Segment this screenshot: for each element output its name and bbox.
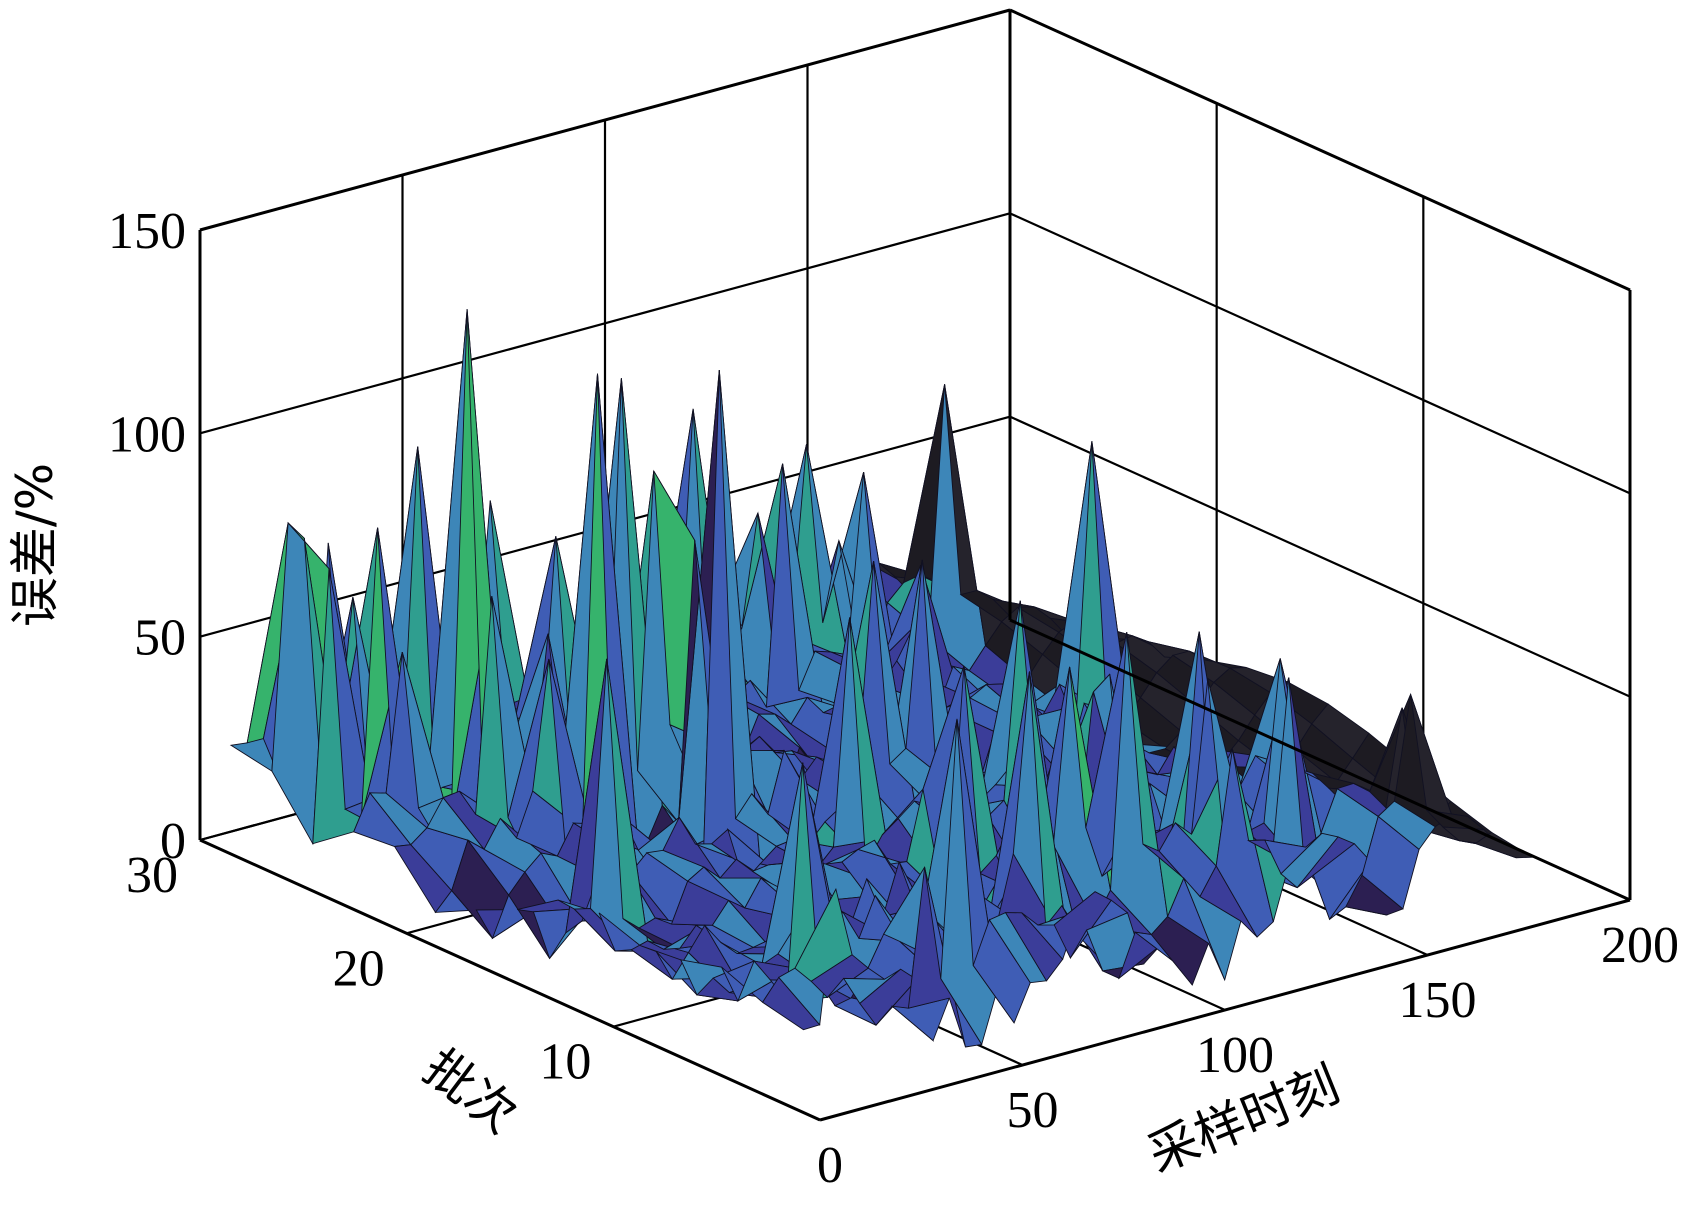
side-wall-gridline: [1009, 415, 1631, 698]
x-tick-label: 150: [1399, 972, 1477, 1029]
x-tick-label: 100: [1196, 1027, 1274, 1084]
y-tick-label: 10: [539, 1034, 591, 1091]
side-top-edge: [1009, 8, 1631, 292]
top-edge: [199, 8, 1011, 232]
frame-layer: [198, 8, 1632, 1122]
z-tick-label: 150: [108, 203, 186, 260]
surface-facet: [1474, 831, 1535, 859]
y-tick-label: 30: [126, 847, 178, 904]
y-tick-label: 20: [333, 940, 385, 997]
floor-edge: [1009, 618, 1631, 902]
z-tick-label: 100: [108, 406, 186, 463]
z-tick-label: 0: [160, 813, 186, 870]
x-tick-label: 200: [1601, 917, 1679, 974]
y-axis-label: 批次: [413, 1038, 528, 1145]
x-tick-label: 50: [1007, 1082, 1059, 1139]
y-axis-line: [199, 838, 821, 1122]
side-wall-gridline: [1009, 212, 1631, 495]
x-axis-line: [819, 898, 1631, 1122]
back-wall-gridline: [199, 212, 1011, 435]
z-tick-label: 50: [134, 610, 186, 667]
z-axis-label: 误差/%: [6, 463, 64, 627]
x-tick-label: 0: [817, 1137, 843, 1194]
surface-layer: [229, 309, 1535, 1048]
